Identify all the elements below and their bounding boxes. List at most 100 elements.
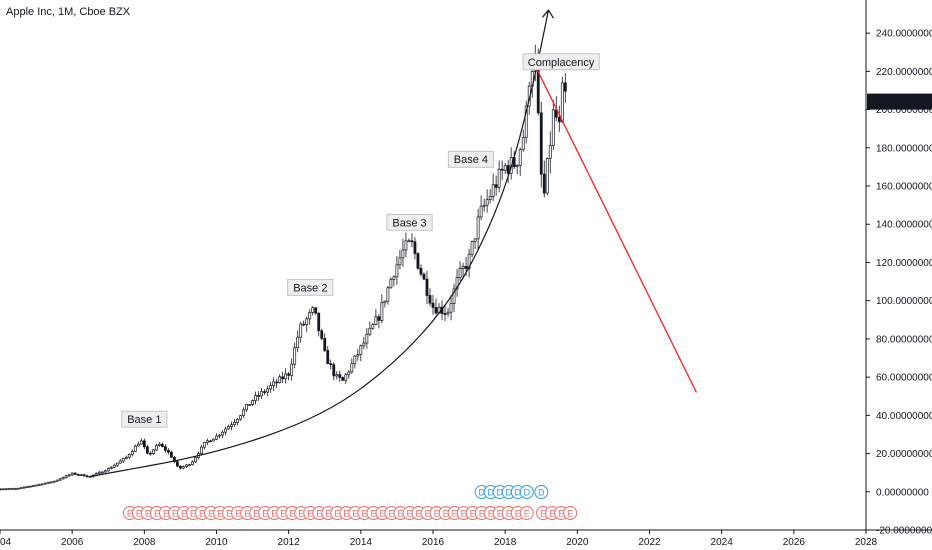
time-tick-label: 2014 — [350, 537, 373, 548]
candle-body — [389, 279, 393, 289]
price-axis: 240.00000000 220.00000000 200.00000000 180.… — [866, 29, 932, 537]
candle-body — [404, 240, 408, 251]
svg-text:E: E — [443, 509, 449, 519]
candle-body — [344, 374, 348, 381]
svg-text:E: E — [479, 509, 485, 519]
dividend-event-icon[interactable]: D — [519, 485, 534, 499]
svg-text:E: E — [398, 509, 404, 519]
candle-body — [224, 428, 227, 433]
candle-body — [236, 418, 239, 423]
candle-body — [188, 464, 191, 467]
candle-body — [43, 482, 47, 485]
candle-body — [479, 205, 483, 218]
annotation-box[interactable]: Base 3 — [386, 213, 433, 231]
candle-body — [230, 424, 233, 427]
candle-body — [233, 422, 236, 426]
candle-body — [194, 457, 197, 463]
candle-body — [548, 145, 552, 159]
candle-body — [67, 474, 71, 477]
candle-body — [209, 440, 212, 443]
svg-text:D: D — [487, 488, 494, 498]
candle-body — [121, 458, 125, 462]
price-tick-label: 180.00000000 — [876, 143, 932, 154]
candle-body — [7, 488, 11, 490]
candle-body — [142, 440, 146, 448]
svg-text:E: E — [208, 509, 214, 519]
candle-series — [0, 44, 567, 491]
chart-title: Apple Inc, 1M, Cboe BZX — [6, 6, 131, 18]
svg-text:E: E — [540, 509, 546, 519]
candle-body — [473, 238, 477, 242]
svg-text:D: D — [506, 488, 513, 498]
candle-body — [163, 446, 167, 451]
candle-body — [524, 105, 528, 138]
svg-text:E: E — [199, 509, 205, 519]
candle-body — [386, 287, 390, 302]
candle-body — [419, 268, 423, 275]
annotation-box[interactable]: Base 1 — [121, 410, 168, 428]
candle-body — [551, 109, 555, 146]
svg-text:E: E — [379, 509, 385, 519]
annotation-box[interactable]: Complacency — [522, 53, 600, 71]
candle-body — [518, 149, 522, 166]
time-tick-label: 2024 — [711, 537, 734, 548]
candle-body — [407, 240, 411, 243]
candle-body — [176, 461, 179, 467]
candle-body — [73, 472, 77, 475]
svg-text:E: E — [154, 509, 160, 519]
candle-body — [434, 307, 438, 314]
earnings-event-icon[interactable]: E — [563, 506, 578, 520]
candle-body — [320, 330, 324, 339]
time-tick-label: 2010 — [205, 537, 228, 548]
price-tick-label: 220.00000000 — [876, 67, 932, 78]
candle-body — [169, 451, 173, 458]
candle-body — [40, 483, 44, 486]
svg-text:E: E — [181, 509, 187, 519]
time-tick-label: 2004 — [0, 537, 12, 548]
price-tick-label: 200.00000000 — [876, 105, 932, 116]
candle-body — [245, 404, 248, 411]
annotation-box[interactable]: Base 2 — [287, 278, 334, 296]
dividend-event-icon[interactable]: D — [534, 485, 549, 499]
candle-body — [145, 446, 149, 454]
annotation-label: Base 1 — [127, 414, 161, 426]
bearish-trendline — [529, 55, 697, 393]
annotations: Base 1 Base 2 Base 3 Base 4 Complacency — [121, 53, 600, 428]
candle-body — [458, 268, 462, 278]
candle-body — [398, 257, 402, 266]
svg-text:E: E — [334, 509, 340, 519]
candle-body — [377, 316, 381, 321]
candle-body — [287, 373, 291, 376]
candle-body — [368, 327, 372, 335]
candle-body — [200, 446, 203, 454]
candle-body — [296, 336, 300, 349]
candle-body — [106, 468, 110, 472]
candle-body — [166, 449, 170, 453]
candle-body — [497, 168, 501, 188]
candle-body — [266, 388, 270, 393]
svg-text:E: E — [316, 509, 322, 519]
annotation-box[interactable]: Base 4 — [447, 150, 494, 168]
svg-text:E: E — [488, 509, 494, 519]
candle-body — [503, 165, 507, 171]
candle-body — [115, 462, 119, 466]
candle-body — [160, 443, 164, 447]
svg-text:E: E — [172, 509, 178, 519]
earnings-event-icon[interactable]: E — [519, 506, 534, 520]
time-tick-label: 2012 — [278, 537, 301, 548]
price-tick-label: 60.00000000 — [876, 373, 932, 384]
candle-body — [350, 363, 354, 373]
annotation-label: Complacency — [528, 57, 595, 69]
parabolic-curve — [90, 10, 550, 478]
candle-body — [139, 440, 143, 445]
candle-body — [338, 374, 342, 378]
svg-text:E: E — [253, 509, 259, 519]
price-tick-label: 140.00000000 — [876, 220, 932, 231]
candle-body — [269, 385, 273, 390]
candle-body — [85, 475, 89, 478]
svg-text:E: E — [497, 509, 503, 519]
candle-body — [374, 316, 378, 325]
candle-body — [64, 475, 68, 479]
svg-text:E: E — [127, 509, 133, 519]
